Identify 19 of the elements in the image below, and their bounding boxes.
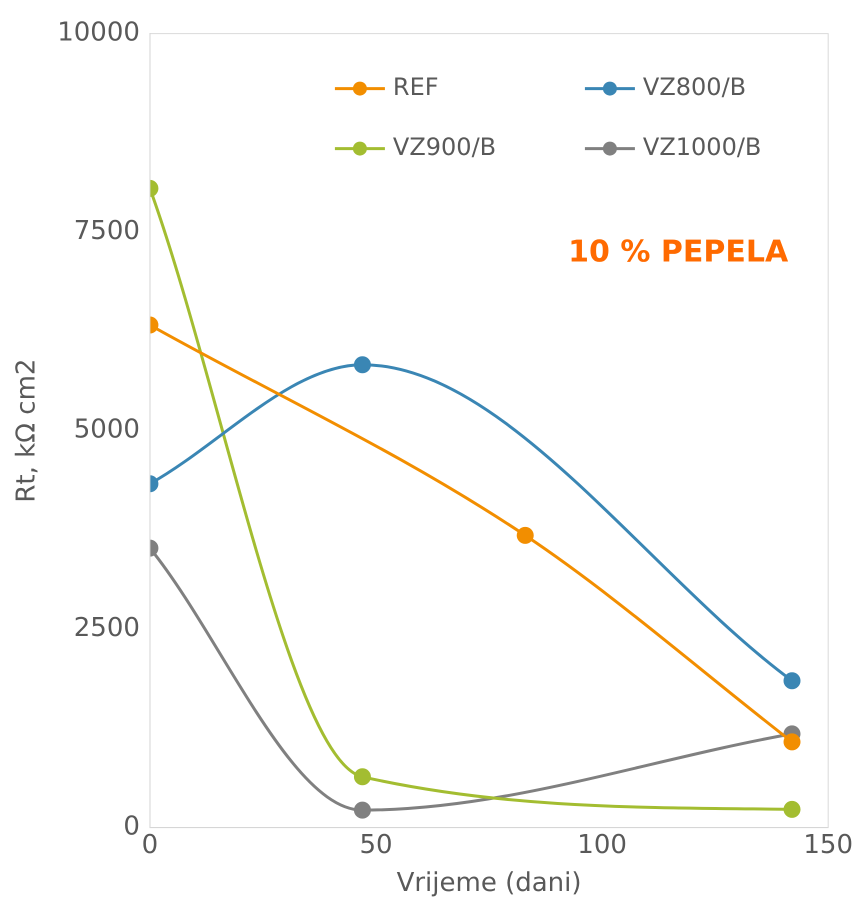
y-axis-title: Rt, kΩ cm2 — [11, 358, 42, 503]
x-tick-label: 150 — [803, 830, 854, 860]
x-tick-label: 100 — [577, 830, 627, 860]
annotation: 10 % PEPELA — [568, 234, 789, 270]
y-tick-label: 10000 — [57, 17, 140, 48]
legend-label: VZ900/B — [392, 132, 496, 161]
y-tick-label: 2500 — [74, 612, 140, 643]
y-tick-label: 5000 — [74, 414, 140, 444]
x-tick-label: 0 — [142, 830, 158, 860]
point — [784, 672, 801, 690]
point — [784, 800, 801, 818]
y-tick-label: 7500 — [74, 216, 140, 246]
point — [784, 733, 801, 750]
legend-label: REF — [392, 72, 439, 101]
legend-label: VZ1000/B — [642, 132, 762, 161]
x-tick-label: 50 — [359, 830, 393, 860]
x-axis-title: Vrijeme (dani) — [396, 868, 582, 898]
y-tick-label: 0 — [123, 811, 140, 842]
legend-label: VZ800/B — [642, 72, 746, 101]
